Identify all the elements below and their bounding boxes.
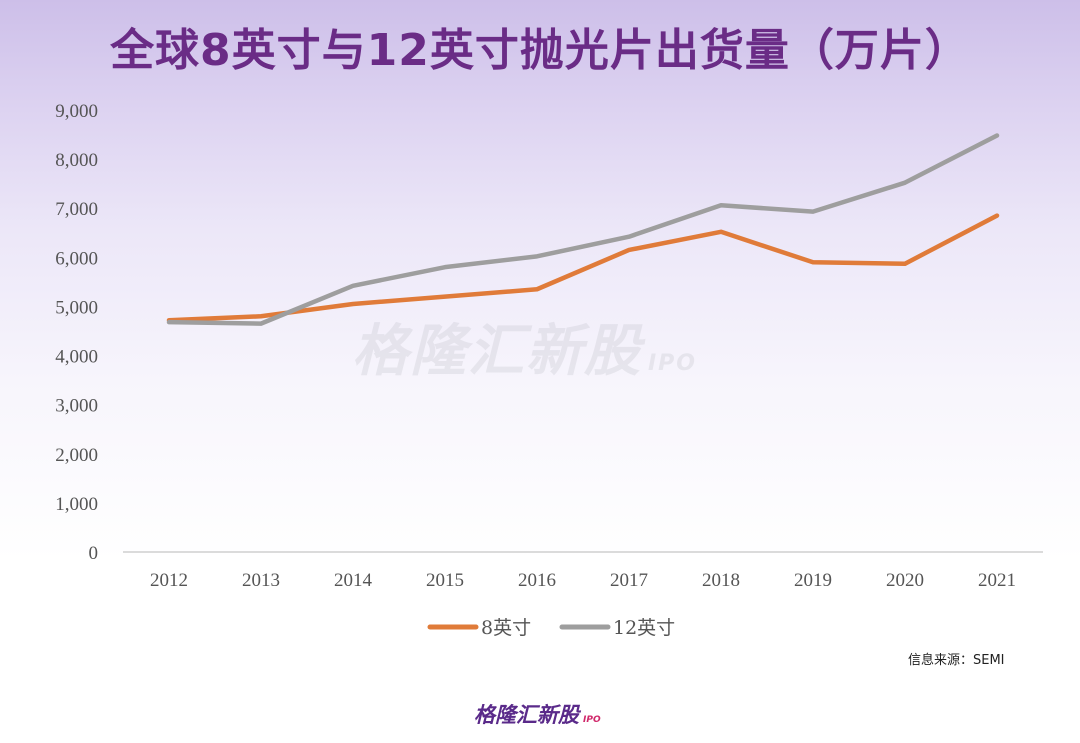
chart-title: 全球8英寸与12英寸抛光片出货量（万片）	[110, 25, 970, 76]
y-tick-label: 9,000	[55, 101, 98, 122]
x-tick-label: 2014	[334, 570, 373, 591]
x-tick-label: 2019	[794, 570, 832, 591]
source-note: 信息来源：SEMI	[908, 653, 1005, 668]
x-tick-label: 2021	[978, 570, 1016, 591]
x-tick-label: 2013	[242, 570, 280, 591]
brand-sub: IPO	[583, 715, 601, 725]
brand-logo: 格隆汇新股 IPO	[474, 699, 601, 729]
watermark: 格隆汇新股 IPO	[352, 306, 697, 387]
legend-label: 12英寸	[613, 617, 675, 639]
y-tick-label: 5,000	[55, 297, 98, 318]
series-line	[166, 213, 1000, 323]
x-tick-label: 2015	[426, 570, 464, 591]
x-tick-label: 2017	[610, 570, 648, 591]
y-tick-label: 2,000	[55, 445, 98, 466]
x-tick-label: 2020	[886, 570, 924, 591]
y-tick-label: 3,000	[55, 396, 98, 417]
y-tick-label: 7,000	[55, 199, 98, 220]
y-tick-label: 4,000	[55, 347, 98, 368]
series-line	[166, 133, 1000, 326]
watermark-text: 格隆汇新股	[352, 319, 642, 384]
watermark-sub: IPO	[648, 351, 698, 376]
y-tick-label: 8,000	[55, 150, 98, 171]
brand-text: 格隆汇新股	[474, 703, 579, 727]
x-tick-label: 2016	[518, 570, 556, 591]
x-tick-label: 2012	[150, 570, 188, 591]
y-tick-label: 1,000	[55, 494, 98, 515]
y-tick-label: 0	[89, 543, 99, 564]
y-tick-label: 6,000	[55, 248, 98, 269]
legend-label: 8英寸	[481, 617, 531, 639]
x-tick-label: 2018	[702, 570, 740, 591]
